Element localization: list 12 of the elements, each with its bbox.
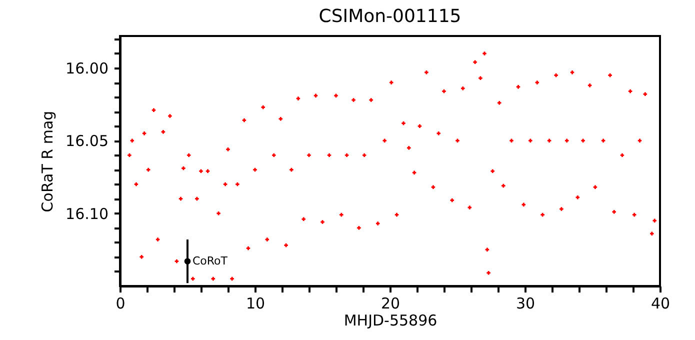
x-tick-label: 10 [246, 294, 266, 312]
series-label: CoRoT [192, 254, 228, 268]
y-axis-title: CoRaT R mag [38, 110, 57, 212]
y-tick-label: 16.00 [66, 59, 108, 78]
x-tick-label: 30 [516, 294, 536, 312]
y-tick-label: 16.05 [66, 132, 108, 150]
x-tick-label: 0 [116, 294, 126, 312]
x-tick-label: 20 [380, 294, 400, 312]
y-tick-label: 16.10 [66, 204, 108, 223]
chart-title: CSIMon-001115 [318, 6, 462, 27]
x-axis-title: MHJD-55896 [344, 312, 438, 330]
x-tick-label: 40 [650, 294, 670, 312]
